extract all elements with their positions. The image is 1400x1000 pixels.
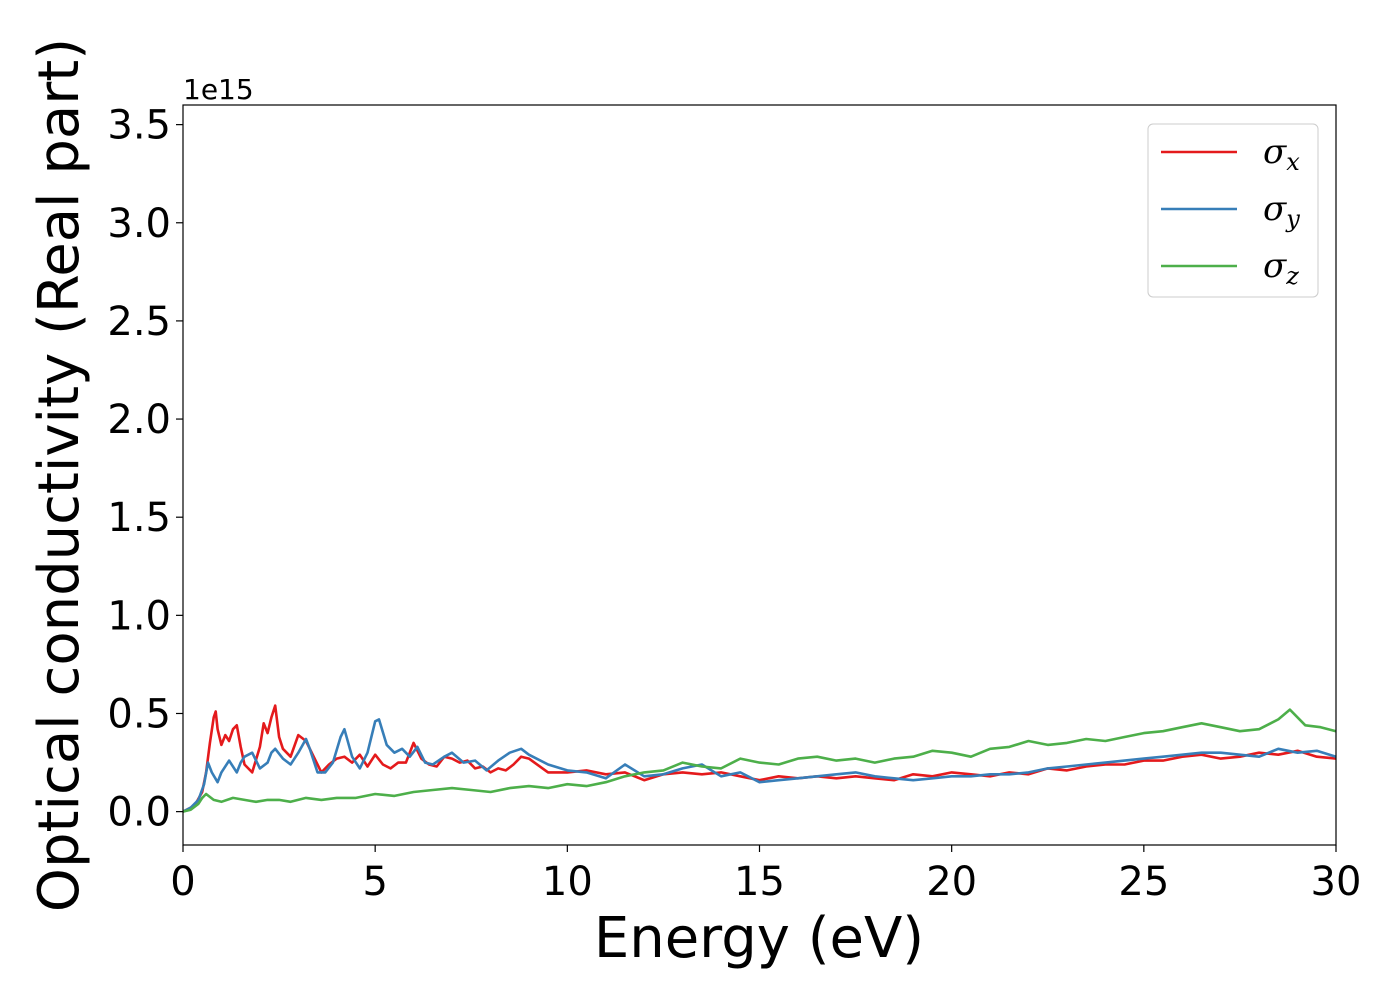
y-tick-label: 0.0	[107, 790, 171, 836]
y-offset-label: 1e15	[183, 73, 254, 106]
y-tick-label: 3.0	[107, 201, 171, 247]
legend-label-y: σy	[1263, 189, 1300, 233]
legend-symbol: σ	[1263, 132, 1287, 172]
x-tick-label: 10	[542, 859, 593, 905]
x-axis-title: Energy (eV)	[594, 906, 924, 971]
x-tick-label: 0	[170, 859, 195, 905]
y-axis-title: Optical conductivity (Real part)	[27, 38, 92, 912]
legend-subscript: x	[1286, 148, 1300, 176]
legend-label-x: σx	[1263, 132, 1300, 176]
legend-subscript: z	[1285, 262, 1299, 290]
x-tick-label: 25	[1118, 859, 1169, 905]
legend-subscript: y	[1285, 205, 1300, 233]
x-tick-label: 20	[926, 859, 977, 905]
x-tick-label: 5	[362, 859, 387, 905]
legend-symbol: σ	[1263, 246, 1287, 286]
y-tick-label: 0.5	[107, 691, 171, 737]
y-tick-label: 2.0	[107, 397, 171, 443]
x-axis-ticks: 0 5 10 15 20 25 30	[170, 845, 1361, 905]
x-tick-label: 30	[1311, 859, 1362, 905]
legend-symbol: σ	[1263, 189, 1287, 229]
plot-lines	[182, 704, 1337, 813]
series-line-y	[182, 718, 1337, 813]
y-tick-label: 1.0	[107, 593, 171, 639]
legend-label-z: σz	[1263, 246, 1299, 290]
series-line-z	[182, 708, 1337, 813]
y-axis-ticks: 0.0 0.5 1.0 1.5 2.0 2.5 3.0 3.5	[107, 103, 183, 836]
x-tick-label: 15	[734, 859, 785, 905]
y-tick-label: 3.5	[107, 103, 171, 149]
legend-box	[1147, 123, 1319, 298]
y-tick-label: 1.5	[107, 495, 171, 541]
y-tick-label: 2.5	[107, 299, 171, 345]
